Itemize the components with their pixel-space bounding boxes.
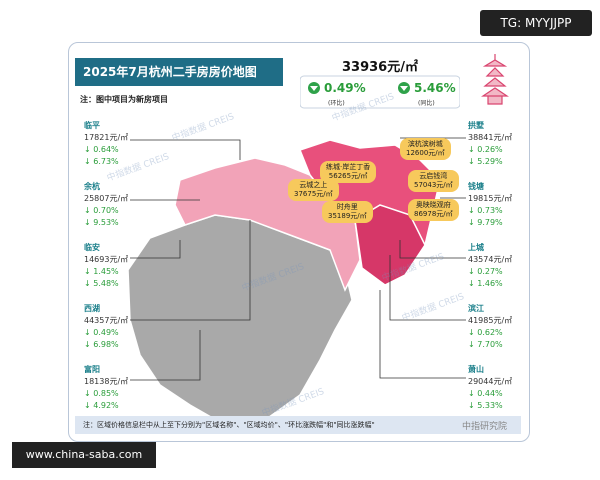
district: 临安 14693元/㎡ ↓ 1.45% ↓ 5.48%	[84, 242, 140, 290]
footer-note: 注：区域价格信息栏中从上至下分别为"区域名称"、"区域均价"、"环比涨跌幅"和"…	[75, 416, 521, 434]
district-price: 14693元/㎡	[84, 255, 129, 264]
district-mom: ↓ 0.44%	[468, 389, 503, 398]
source-watermark: 中指研究院	[462, 422, 508, 432]
avg-price: 33936元/㎡	[342, 60, 418, 75]
district-name: 临安	[84, 243, 100, 252]
district-yoy: ↓ 1.46%	[468, 279, 503, 288]
district: 滨江 41985元/㎡ ↓ 0.62% ↓ 7.70%	[468, 303, 524, 351]
yoy: 5.46%	[414, 81, 456, 95]
district-yoy: ↓ 4.92%	[84, 401, 119, 410]
district-yoy: ↓ 6.98%	[84, 340, 119, 349]
project-name: 练城·岸芷丁香	[326, 163, 371, 171]
project: 滨杭滨树城 12600元/㎡	[400, 138, 451, 160]
region-south-core	[354, 204, 426, 286]
project: 云启钱湾 57043元/㎡	[408, 170, 459, 192]
district-name: 萧山	[468, 365, 484, 374]
summary-box	[300, 75, 460, 109]
project-name: 时舟里	[336, 203, 358, 211]
project: 奥映晓观府 86978元/㎡	[408, 199, 459, 221]
district-mom: ↓ 1.45%	[84, 267, 119, 276]
district-mom: ↓ 0.26%	[468, 145, 503, 154]
district-mom: ↓ 0.64%	[84, 145, 119, 154]
project-name: 奥映晓观府	[415, 201, 451, 209]
yoy-label: (同比)	[418, 100, 435, 107]
district-name: 西湖	[84, 304, 100, 313]
district-price: 41985元/㎡	[468, 316, 513, 325]
district-yoy: ↓ 5.48%	[84, 279, 119, 288]
district: 西湖 44357元/㎡ ↓ 0.49% ↓ 6.98%	[84, 303, 140, 351]
district-name: 上城	[468, 243, 484, 252]
mom: 0.49%	[324, 81, 366, 95]
district-price: 44357元/㎡	[84, 316, 129, 325]
project-name: 云城之上	[299, 181, 328, 189]
district-price: 43574元/㎡	[468, 255, 513, 264]
project-price: 56265元/㎡	[328, 172, 368, 180]
district-price: 38841元/㎡	[468, 133, 513, 142]
district-mom: ↓ 0.73%	[468, 206, 503, 215]
project-price: 86978元/㎡	[414, 210, 453, 218]
project-price: 57043元/㎡	[414, 181, 453, 189]
summary-frame	[300, 75, 460, 109]
district-mom: ↓ 0.62%	[468, 328, 503, 337]
district-name: 拱墅	[468, 121, 484, 130]
district-yoy: ↓ 6.73%	[84, 157, 119, 166]
title: 2025年7月杭州二手房房价地图	[75, 58, 283, 86]
district: 上城 43574元/㎡ ↓ 0.27% ↓ 1.46%	[468, 242, 524, 290]
district-price: 18138元/㎡	[84, 377, 129, 386]
district: 萧山 29044元/㎡ ↓ 0.44% ↓ 5.33%	[468, 364, 524, 412]
district-price: 25807元/㎡	[84, 194, 129, 203]
project-name: 云启钱湾	[419, 172, 448, 180]
pagoda-icon	[481, 54, 509, 105]
district-yoy: ↓ 9.53%	[84, 218, 119, 227]
district: 钱塘 19815元/㎡ ↓ 0.73% ↓ 9.79%	[468, 181, 524, 229]
district-price: 17821元/㎡	[84, 133, 129, 142]
project: 云城之上 37675元/㎡	[288, 179, 339, 201]
district-name: 余杭	[84, 182, 100, 191]
site-badge: www.china-saba.com	[12, 442, 156, 468]
project: 时舟里 35189元/㎡	[322, 201, 373, 223]
district-yoy: ↓ 5.33%	[468, 401, 503, 410]
district: 富阳 18138元/㎡ ↓ 0.85% ↓ 4.92%	[84, 364, 140, 412]
project-price: 12600元/㎡	[406, 149, 445, 157]
project-price: 37675元/㎡	[294, 190, 333, 198]
district: 余杭 25807元/㎡ ↓ 0.70% ↓ 9.53%	[84, 181, 140, 229]
district-name: 钱塘	[468, 182, 484, 191]
district: 临平 17821元/㎡ ↓ 0.64% ↓ 6.73%	[84, 120, 140, 168]
down-arrow	[400, 86, 408, 91]
project: 练城·岸芷丁香 56265元/㎡	[320, 161, 377, 183]
district-price: 29044元/㎡	[468, 377, 513, 386]
district-name: 富阳	[84, 365, 100, 374]
district-yoy: ↓ 5.29%	[468, 157, 503, 166]
district-mom: ↓ 0.85%	[84, 389, 119, 398]
district-yoy: ↓ 7.70%	[468, 340, 503, 349]
district-yoy: ↓ 9.79%	[468, 218, 503, 227]
district-mom: ↓ 0.27%	[468, 267, 503, 276]
note: 注：图中项目为新房项目	[80, 95, 168, 104]
district-name: 临平	[84, 121, 100, 130]
district-name: 滨江	[468, 304, 484, 313]
district: 拱墅 38841元/㎡ ↓ 0.26% ↓ 5.29%	[468, 120, 524, 168]
district-mom: ↓ 0.70%	[84, 206, 119, 215]
tg-badge: TG: MYYJJPP	[480, 10, 592, 36]
mom-label: (环比)	[328, 100, 345, 107]
project-name: 滨杭滨树城	[407, 140, 443, 148]
district-price: 19815元/㎡	[468, 194, 513, 203]
district-mom: ↓ 0.49%	[84, 328, 119, 337]
leader-lines	[130, 137, 466, 381]
down-arrow	[310, 86, 318, 91]
project-price: 35189元/㎡	[328, 212, 367, 220]
